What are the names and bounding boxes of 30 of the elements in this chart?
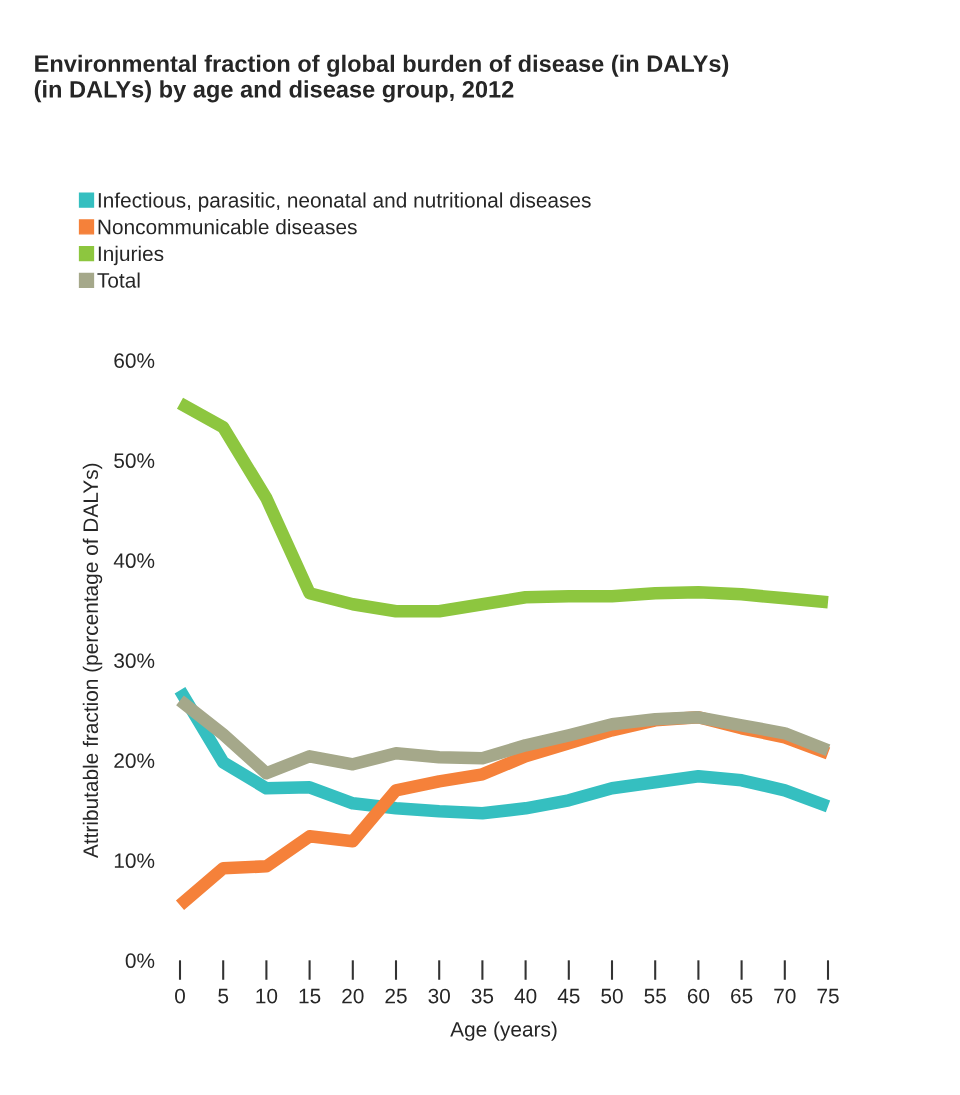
y-tick-label: 40%: [113, 553, 155, 569]
y-tick-label: 20%: [114, 753, 155, 769]
x-tick-label: 25: [385, 988, 407, 1004]
x-tick-label: 20: [342, 988, 364, 1004]
x-tick-label: 0: [175, 988, 185, 1004]
x-tick-label: 5: [218, 988, 229, 1004]
legend-label: Noncommunicable diseases: [98, 219, 357, 235]
x-axis-title: Age (years): [450, 1021, 557, 1041]
x-tick-label: 10: [256, 988, 278, 1004]
y-axis-title: Attributable fraction (percentage of DALYs): [82, 463, 103, 859]
y-tick-label: 60%: [114, 353, 155, 369]
legend-label: Infectious, parasitic, neonatal and nutritional diseases: [98, 192, 591, 212]
x-tick-label: 30: [428, 988, 450, 1004]
y-tick-label: 30%: [114, 653, 155, 669]
legend-label: Injuries: [98, 245, 164, 266]
x-tick-label: 35: [471, 988, 494, 1004]
x-tick-label: 40: [514, 988, 537, 1004]
legend-label: Total: [97, 272, 140, 288]
y-tick-label: 10%: [114, 853, 155, 869]
x-tick-label: 15: [299, 988, 321, 1004]
x-tick-label: 70: [774, 988, 796, 1004]
x-tick-label: 45: [557, 988, 580, 1004]
x-tick-label: 50: [601, 988, 623, 1004]
x-tick-label: 60: [687, 988, 710, 1004]
x-tick-label: 75: [817, 988, 839, 1004]
x-tick-label: 55: [644, 988, 666, 1004]
y-tick-label: 0%: [125, 953, 155, 969]
chart-title: Environmental fraction of global burden of disease (in DALYs) (in DALYs) by age and disease group, 2012: [34, 54, 729, 103]
y-tick-label: 50%: [114, 453, 155, 469]
x-tick-label: 65: [731, 988, 753, 1004]
